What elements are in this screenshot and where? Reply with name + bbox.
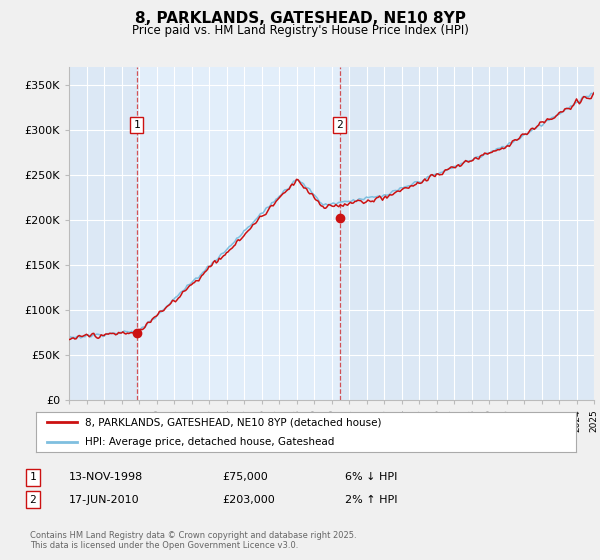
- Text: £203,000: £203,000: [222, 494, 275, 505]
- Text: 1: 1: [29, 472, 37, 482]
- Text: Price paid vs. HM Land Registry's House Price Index (HPI): Price paid vs. HM Land Registry's House …: [131, 24, 469, 37]
- Text: 8, PARKLANDS, GATESHEAD, NE10 8YP (detached house): 8, PARKLANDS, GATESHEAD, NE10 8YP (detac…: [85, 417, 381, 427]
- Text: 6% ↓ HPI: 6% ↓ HPI: [345, 472, 397, 482]
- Text: 2: 2: [29, 494, 37, 505]
- Text: 1: 1: [133, 120, 140, 130]
- Text: 8, PARKLANDS, GATESHEAD, NE10 8YP: 8, PARKLANDS, GATESHEAD, NE10 8YP: [134, 11, 466, 26]
- Text: £75,000: £75,000: [222, 472, 268, 482]
- Text: 2: 2: [336, 120, 343, 130]
- Text: HPI: Average price, detached house, Gateshead: HPI: Average price, detached house, Gate…: [85, 437, 334, 447]
- Text: 13-NOV-1998: 13-NOV-1998: [69, 472, 143, 482]
- Text: 2% ↑ HPI: 2% ↑ HPI: [345, 494, 398, 505]
- Text: Contains HM Land Registry data © Crown copyright and database right 2025.
This d: Contains HM Land Registry data © Crown c…: [30, 531, 356, 550]
- Bar: [137, 67, 340, 400]
- Text: 17-JUN-2010: 17-JUN-2010: [69, 494, 140, 505]
